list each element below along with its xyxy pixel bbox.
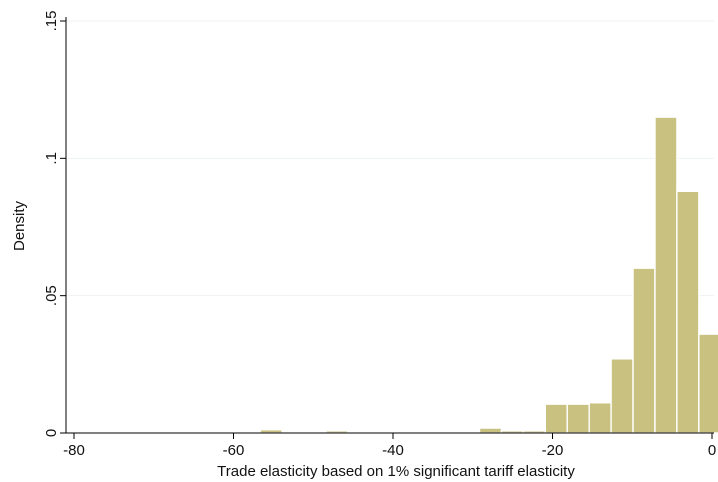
x-tick-label: -60: [223, 442, 245, 459]
x-axis-title: Trade elasticity based on 1% significant…: [217, 463, 575, 480]
x-tick-label: -80: [63, 442, 85, 459]
x-axis-ticks: -80 -60 -40 -20 0: [63, 433, 716, 459]
y-tick-label: .1: [43, 152, 60, 165]
histogram-bar: [610, 358, 634, 434]
x-tick-label: -20: [542, 442, 564, 459]
histogram-bar: [654, 116, 678, 434]
histogram-bar: [588, 402, 612, 434]
y-tick-label: 0: [43, 429, 60, 437]
histogram-bar: [544, 403, 568, 434]
y-tick-label: .05: [43, 285, 60, 306]
histogram-bar: [566, 403, 590, 434]
grid-lines: [66, 20, 714, 297]
histogram-bar: [676, 190, 700, 434]
x-tick-label: -40: [382, 442, 404, 459]
y-axis-title: Density: [11, 200, 28, 251]
histogram-bar: [632, 267, 656, 434]
y-tick-label: .15: [43, 11, 60, 32]
histogram-bar: [478, 427, 503, 434]
x-tick-label: 0: [708, 442, 716, 459]
axes: [65, 17, 714, 434]
y-axis-ticks: 0 .05 .1 .15: [43, 11, 66, 437]
histogram-bar: [698, 333, 718, 434]
